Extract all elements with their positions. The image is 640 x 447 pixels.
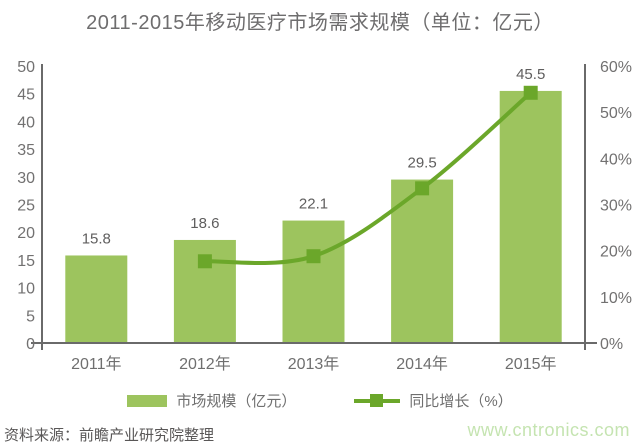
growth-line-marker [306, 249, 321, 264]
left-axis-tick: 15 [17, 253, 35, 270]
bar-value-label: 29.5 [407, 155, 436, 172]
legend-item-market-size: 市场规模（亿元） [127, 390, 296, 411]
right-axis-tick: 0% [600, 336, 623, 353]
legend-label-growth: 同比增长（%） [409, 393, 513, 410]
right-axis-tick: 30% [600, 198, 632, 215]
left-axis-tick: 25 [17, 198, 35, 215]
right-axis-tick: 40% [600, 151, 632, 168]
bar-series-swatch [127, 394, 168, 407]
chart-legend: 市场规模（亿元） 同比增长（%） [0, 390, 640, 411]
left-axis-tick: 20 [17, 225, 35, 242]
bar-value-label: 22.1 [299, 196, 328, 213]
growth-line [202, 90, 533, 266]
legend-item-growth: 同比增长（%） [354, 390, 513, 411]
bar-value-label: 15.8 [82, 230, 111, 247]
right-axis-tick: 10% [600, 290, 632, 307]
bar-2011年 [65, 255, 128, 343]
left-axis-tick: 50 [17, 59, 35, 76]
legend-line-marker [370, 393, 384, 407]
growth-line-marker [523, 85, 538, 100]
right-axis-tick: 50% [600, 105, 632, 122]
watermark-link[interactable]: www.cntronics.com [467, 420, 630, 440]
bar-value-label: 18.6 [190, 215, 219, 232]
category-label-2015年: 2015年 [505, 355, 557, 373]
category-label-2014年: 2014年 [396, 355, 448, 373]
left-axis-tick: 30 [17, 170, 35, 187]
left-axis-tick: 5 [26, 308, 35, 325]
right-axis-tick: 20% [600, 244, 632, 261]
left-axis-tick: 10 [17, 281, 35, 298]
chart-canvas: 15.8 2011年 18.6 2012年 22.1 2013年 29.5 2014年 45.5… [17, 59, 632, 373]
left-axis-tick: 40 [17, 114, 35, 131]
growth-line-marker [415, 181, 430, 196]
bar-2014年 [391, 179, 454, 343]
source-note: 资料来源：前瞻产业研究院整理 [4, 427, 215, 444]
category-label-2013年: 2013年 [288, 355, 340, 373]
left-axis-tick: 35 [17, 142, 35, 159]
left-axis-tick: 0 [26, 336, 35, 353]
category-label-2011年: 2011年 [71, 355, 121, 373]
bar-value-label: 45.5 [516, 66, 545, 83]
chart-title: 2011-2015年移动医疗市场需求规模（单位：亿元） [86, 12, 554, 34]
category-label-2012年: 2012年 [179, 355, 231, 373]
line-series-swatch [354, 393, 401, 408]
legend-label-market-size: 市场规模（亿元） [176, 393, 297, 410]
growth-line-marker [197, 254, 212, 269]
left-axis-tick: 45 [17, 87, 35, 104]
right-axis-tick: 60% [600, 59, 632, 76]
bar-2015年 [499, 90, 562, 344]
bar-2013年 [282, 220, 345, 343]
